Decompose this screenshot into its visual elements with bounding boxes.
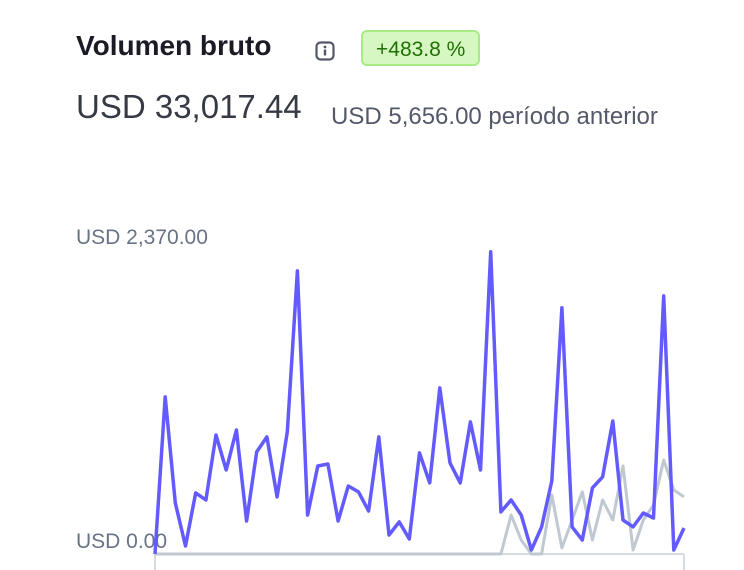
y-tick-label: USD 0.00 bbox=[76, 530, 167, 553]
series-line bbox=[153, 250, 686, 555]
total-value: USD 33,017.44 bbox=[76, 88, 302, 125]
previous-value: USD 5,656.00 período anterior bbox=[331, 103, 658, 130]
info-icon[interactable] bbox=[315, 41, 335, 61]
y-tick-label: USD 2,370.00 bbox=[76, 226, 208, 249]
title: Volumen bruto bbox=[76, 30, 272, 61]
change-badge: +483.8 % bbox=[361, 30, 481, 66]
series-line bbox=[155, 458, 685, 556]
